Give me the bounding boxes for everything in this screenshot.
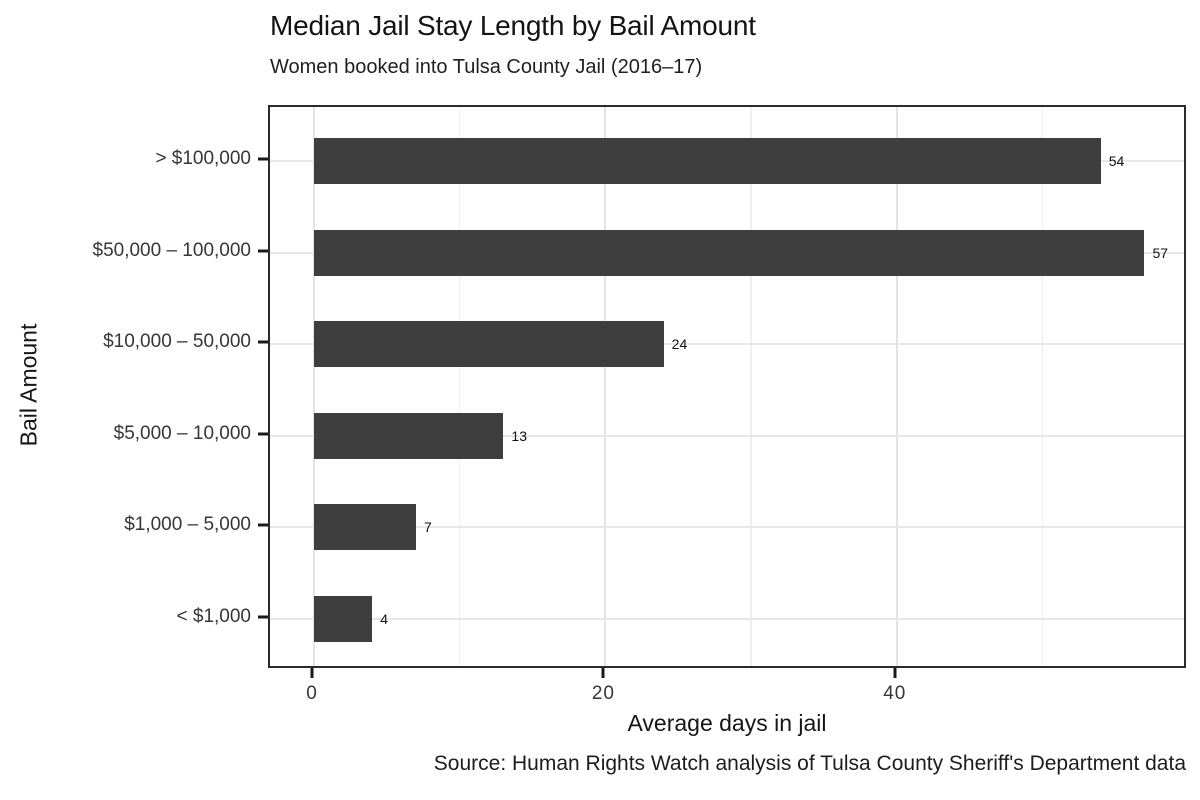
y-tick-mark bbox=[258, 249, 268, 252]
plot-panel: 54 57 24 13 7 4 bbox=[268, 105, 1186, 668]
x-tick-mark bbox=[893, 668, 897, 678]
bar-value-label: 24 bbox=[671, 336, 688, 352]
y-tick-label: > $100,000 bbox=[155, 148, 251, 169]
row-gridline bbox=[270, 526, 1184, 528]
bar bbox=[314, 595, 373, 642]
y-axis-title: Bail Amount bbox=[15, 323, 42, 447]
chart-subtitle: Women booked into Tulsa County Jail (201… bbox=[270, 56, 703, 78]
y-tick-label: < $1,000 bbox=[176, 605, 252, 627]
bar bbox=[314, 504, 416, 550]
chart-title: Median Jail Stay Length by Bail Amount bbox=[270, 10, 756, 41]
bar bbox=[314, 412, 504, 459]
y-tick-mark bbox=[258, 523, 268, 527]
y-tick-label: $5,000 – 10,000 bbox=[113, 422, 251, 444]
minor-gridline bbox=[458, 107, 461, 666]
y-tick-label: $10,000 – 50,000 bbox=[103, 331, 251, 352]
x-tick-label: 40 bbox=[883, 683, 907, 704]
y-tick-label: $1,000 – 5,000 bbox=[124, 514, 251, 535]
source-caption: Source: Human Rights Watch analysis of T… bbox=[433, 752, 1186, 775]
x-axis-title: Average days in jail bbox=[627, 710, 827, 736]
y-tick-label: $50,000 – 100,000 bbox=[92, 239, 252, 261]
y-tick-mark bbox=[258, 340, 268, 344]
bar-value-label: 13 bbox=[511, 427, 527, 444]
major-gridline bbox=[604, 107, 607, 666]
bar-value-label: 4 bbox=[380, 610, 389, 627]
y-tick-mark bbox=[258, 615, 268, 618]
major-gridline bbox=[895, 107, 898, 666]
major-gridline bbox=[313, 107, 315, 666]
bar bbox=[314, 138, 1101, 184]
minor-gridline bbox=[1041, 107, 1044, 666]
x-tick-mark bbox=[601, 668, 605, 678]
x-tick-label: 0 bbox=[306, 683, 318, 704]
x-tick-label: 20 bbox=[591, 683, 615, 704]
minor-gridline bbox=[750, 107, 752, 666]
bar bbox=[314, 229, 1145, 276]
bar-value-label: 7 bbox=[423, 519, 432, 535]
bar-value-label: 54 bbox=[1108, 153, 1125, 169]
x-tick-mark bbox=[310, 668, 314, 678]
y-tick-mark bbox=[258, 157, 268, 161]
bar bbox=[314, 321, 664, 367]
y-tick-mark bbox=[258, 432, 268, 435]
row-gridline bbox=[270, 343, 1184, 345]
row-gridline bbox=[270, 617, 1184, 620]
bar-value-label: 57 bbox=[1152, 244, 1169, 261]
row-gridline bbox=[270, 434, 1184, 437]
